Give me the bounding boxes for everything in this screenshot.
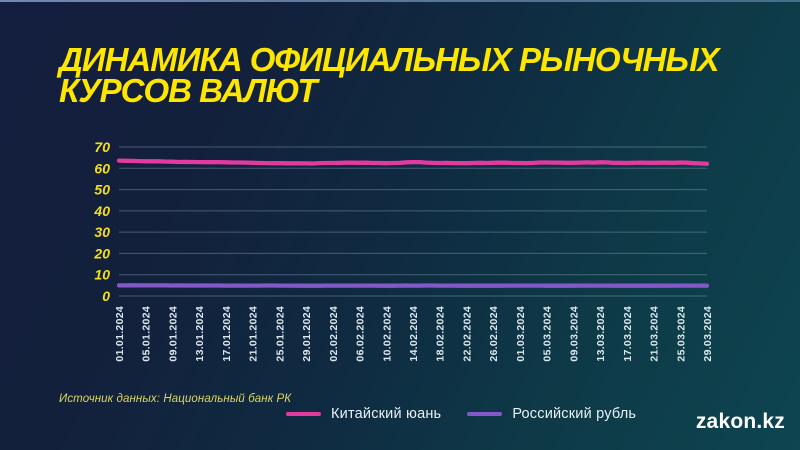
x-tick-label: 21.03.2024 [649,306,661,362]
yuan-line-swatch-icon [286,412,321,416]
x-tick-label: 18.02.2024 [435,306,447,362]
x-tick-label: 13.03.2024 [595,306,607,362]
y-tick-label-0: 0 [102,288,110,304]
x-tick-label: 09.01.2024 [168,306,180,362]
y-tick-label-10: 10 [94,267,110,283]
y-tick-label-40: 40 [93,203,110,219]
x-tick-label: 06.02.2024 [355,306,367,362]
top-edge-highlight [0,0,800,2]
x-tick-label: 09.03.2024 [568,306,580,362]
legend-label-ruble: Российский рубль [512,406,637,422]
legend-item-ruble: Российский рубль [467,406,636,422]
page-title: ДИНАМИКА ОФИЦИАЛЬНЫХ РЫНОЧНЫХ КУРСОВ ВАЛ… [59,41,759,110]
x-tick-label: 05.01.2024 [141,306,153,362]
x-tick-label: 13.01.2024 [194,306,206,362]
x-tick-label: 21.01.2024 [248,306,260,362]
x-tick-label: 02.02.2024 [328,306,340,362]
x-tick-label: 29.03.2024 [702,306,714,362]
y-tick-label-60: 60 [94,160,110,176]
x-tick-label: 17.01.2024 [221,306,233,362]
chart-legend: Китайский юань Российский рубль [286,406,636,422]
legend-label-yuan: Китайский юань [331,406,442,422]
x-tick-label: 14.02.2024 [408,306,420,362]
x-tick-label: 22.02.2024 [462,306,474,362]
series-line-yuan [116,158,710,166]
x-tick-label: 26.02.2024 [488,306,500,362]
y-tick-label-20: 20 [93,245,110,261]
y-tick-label-50: 50 [94,182,110,198]
x-tick-label: 01.01.2024 [114,306,126,362]
y-tick-label-30: 30 [94,224,110,240]
x-tick-label: 25.01.2024 [274,306,286,362]
page-title-line-2: КУРСОВ ВАЛЮТ [59,72,318,110]
y-tick-label-70: 70 [94,139,110,155]
brand-watermark: zakon.kz [695,410,785,433]
x-tick-label: 05.03.2024 [542,306,554,362]
data-source-note: Источник данных: Национальный банк РК [59,393,292,405]
page-title-line-1: ДИНАМИКА ОФИЦИАЛЬНЫХ РЫНОЧНЫХ [59,41,720,78]
x-tick-label: 01.03.2024 [515,306,527,362]
x-tick-label: 25.03.2024 [675,306,687,362]
x-tick-label: 29.01.2024 [301,306,313,362]
x-tick-label: 17.03.2024 [622,306,634,362]
legend-item-yuan: Китайский юань [286,406,441,422]
x-tick-label: 10.02.2024 [381,306,393,362]
ruble-line-swatch-icon [467,412,503,416]
